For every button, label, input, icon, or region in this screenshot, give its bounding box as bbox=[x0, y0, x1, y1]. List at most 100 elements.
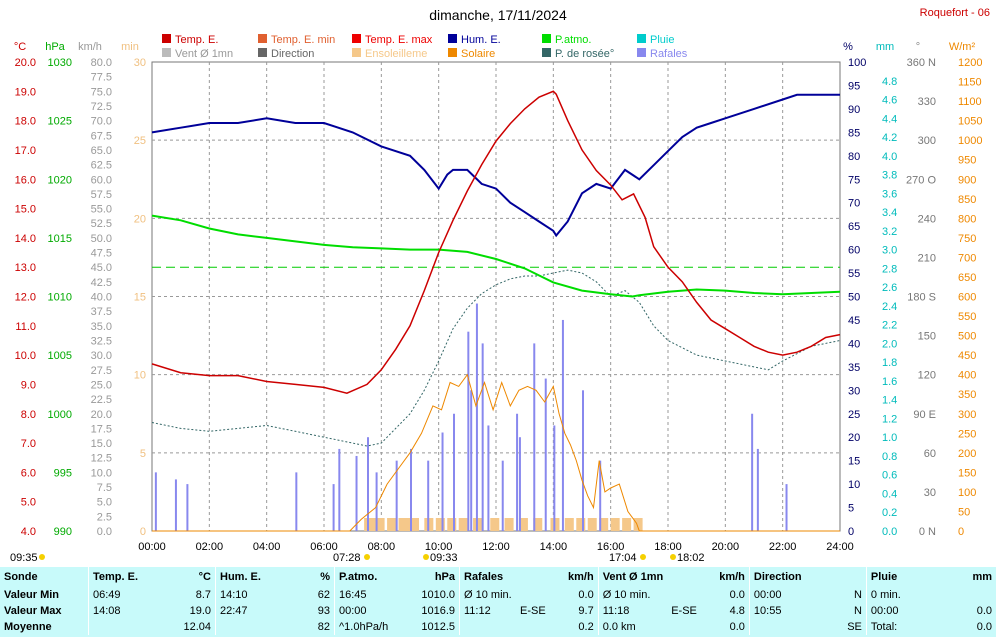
dir-min-value: N bbox=[853, 589, 862, 601]
axis-unit-label: min bbox=[121, 41, 139, 53]
rain-tick-label: 0.4 bbox=[882, 488, 897, 500]
weather-chart: dimanche, 17/11/2024 Roquefort - 06 Temp… bbox=[10, 7, 990, 564]
solar-tick-label: 150 bbox=[958, 467, 976, 479]
legend-swatch bbox=[352, 48, 361, 57]
dir-tick-label: 300 bbox=[918, 135, 936, 147]
gust-bar bbox=[367, 437, 369, 531]
rain-tick-label: 4.6 bbox=[882, 95, 897, 107]
rain-tick-label: 1.2 bbox=[882, 413, 897, 425]
summary-row-avg: Moyenne 12.04 82 ^1.0hPa/h 1012.5 0.2 0.… bbox=[0, 619, 996, 635]
raf-min-time: Ø 10 min. bbox=[459, 587, 516, 603]
hdr-temp: Temp. E. bbox=[88, 567, 157, 587]
sunshine-bar bbox=[564, 518, 574, 531]
sun-tick-label: 30 bbox=[134, 57, 146, 69]
hum-tick-label: 80 bbox=[848, 151, 860, 163]
temp-max-time: 14:08 bbox=[88, 603, 157, 619]
wind-tick-label: 15.0 bbox=[91, 438, 112, 450]
pluie-min-time: 0 min. bbox=[865, 587, 935, 603]
sun-marker-label: 09:33 bbox=[430, 552, 458, 564]
wind-tick-label: 67.5 bbox=[91, 130, 112, 142]
solar-tick-label: 300 bbox=[958, 409, 976, 421]
raf-max-value: 9.7 bbox=[578, 605, 594, 617]
pressure-tick-label: 1015 bbox=[48, 233, 72, 245]
x-tick-label: 06:00 bbox=[310, 541, 338, 553]
wind-tick-label: 75.0 bbox=[91, 86, 112, 98]
hdr-hum: Hum. E. bbox=[215, 567, 284, 587]
solar-tick-label: 500 bbox=[958, 331, 976, 343]
pressure-tick-label: 1000 bbox=[48, 409, 72, 421]
vent-max-value: 4.8 bbox=[729, 605, 745, 617]
sun-tick-label: 25 bbox=[134, 135, 146, 147]
gust-bar bbox=[453, 413, 455, 531]
sunshine-bar bbox=[622, 518, 632, 531]
hum-tick-label: 60 bbox=[848, 245, 860, 257]
sun-marker-icon bbox=[670, 554, 676, 560]
temp-tick-label: 11.0 bbox=[15, 321, 36, 333]
chart-axes: 4.0 5.0 6.0 7.0 8.0 9.0 10.0 11.0 12.0 13.0 14.0 15… bbox=[15, 57, 983, 538]
raf-max-dir: E-SE bbox=[520, 605, 546, 617]
hum-max-time: 22:47 bbox=[215, 603, 284, 619]
pluie-min-value bbox=[935, 587, 996, 603]
hdr-patmo-unit: hPa bbox=[434, 571, 455, 583]
wind-tick-label: 55.0 bbox=[91, 204, 112, 216]
hum-tick-label: 0 bbox=[848, 526, 854, 538]
dir-min-time: 00:00 bbox=[748, 587, 818, 603]
hum-tick-label: 45 bbox=[848, 315, 860, 327]
gust-bar bbox=[174, 479, 177, 531]
wind-tick-label: 20.0 bbox=[91, 409, 112, 421]
hum-tick-label: 20 bbox=[848, 432, 860, 444]
sunshine-bar bbox=[490, 518, 500, 531]
summary-row-max: Valeur Max 14:08 19.0 22:47 93 00:00 101… bbox=[0, 603, 996, 619]
pressure-tick-label: 1010 bbox=[48, 292, 72, 304]
wind-tick-label: 65.0 bbox=[91, 145, 112, 157]
hum-tick-label: 90 bbox=[848, 104, 860, 116]
rain-tick-label: 1.6 bbox=[882, 376, 897, 388]
wind-tick-label: 37.5 bbox=[91, 306, 112, 318]
temp-tick-label: 8.0 bbox=[21, 409, 36, 421]
hum-tick-label: 30 bbox=[848, 385, 860, 397]
dir-tick-label: 240 bbox=[918, 213, 936, 225]
rain-tick-label: 2.8 bbox=[882, 263, 897, 275]
dir-tick-label: 90 E bbox=[913, 409, 936, 421]
sun-tick-label: 10 bbox=[134, 370, 146, 382]
solar-tick-label: 650 bbox=[958, 272, 976, 284]
solar-tick-label: 700 bbox=[958, 252, 976, 264]
chart-title: dimanche, 17/11/2024 bbox=[429, 7, 567, 23]
dir-tick-label: 0 N bbox=[919, 526, 936, 538]
axis-unit-label: ° bbox=[916, 41, 920, 53]
hum-tick-label: 10 bbox=[848, 479, 860, 491]
sun-tick-label: 5 bbox=[140, 448, 146, 460]
solar-tick-label: 350 bbox=[958, 389, 976, 401]
solar-tick-label: 900 bbox=[958, 174, 976, 186]
pressure-tick-label: 1025 bbox=[48, 116, 72, 128]
rain-tick-label: 4.0 bbox=[882, 151, 897, 163]
gust-bar bbox=[395, 460, 398, 531]
gust-bar bbox=[751, 413, 754, 531]
x-tick-label: 24:00 bbox=[826, 541, 854, 553]
wind-tick-label: 47.5 bbox=[91, 248, 112, 260]
legend-swatch bbox=[637, 48, 646, 57]
temp-tick-label: 5.0 bbox=[21, 497, 36, 509]
hdr-vent-dir bbox=[667, 567, 701, 587]
raf-avg-dir bbox=[516, 619, 550, 635]
chart-legend: Temp. E. Temp. E. min Temp. E. max Hum. E. P… bbox=[162, 34, 688, 60]
x-tick-label: 04:00 bbox=[253, 541, 281, 553]
wind-tick-label: 2.5 bbox=[97, 511, 112, 523]
hum-tick-label: 50 bbox=[848, 292, 860, 304]
legend-swatch bbox=[542, 34, 551, 43]
wind-tick-label: 22.5 bbox=[91, 394, 112, 406]
axis-unit-label: hPa bbox=[45, 41, 65, 53]
hdr-direction: Direction bbox=[748, 567, 818, 587]
axis-unit-label: km/h bbox=[78, 41, 102, 53]
temp-tick-label: 16.0 bbox=[15, 174, 36, 186]
legend-label: P.atmo. bbox=[555, 34, 592, 46]
vent-avg-dir bbox=[667, 619, 701, 635]
rain-tick-label: 3.0 bbox=[882, 245, 897, 257]
gust-bar bbox=[501, 460, 504, 531]
hum-max-value: 93 bbox=[317, 605, 330, 617]
series-line-solaire bbox=[152, 373, 840, 532]
sunshine-bar bbox=[576, 518, 586, 531]
sunshine-bar bbox=[504, 518, 514, 531]
gust-bar bbox=[355, 455, 358, 531]
solar-tick-label: 100 bbox=[958, 487, 976, 499]
